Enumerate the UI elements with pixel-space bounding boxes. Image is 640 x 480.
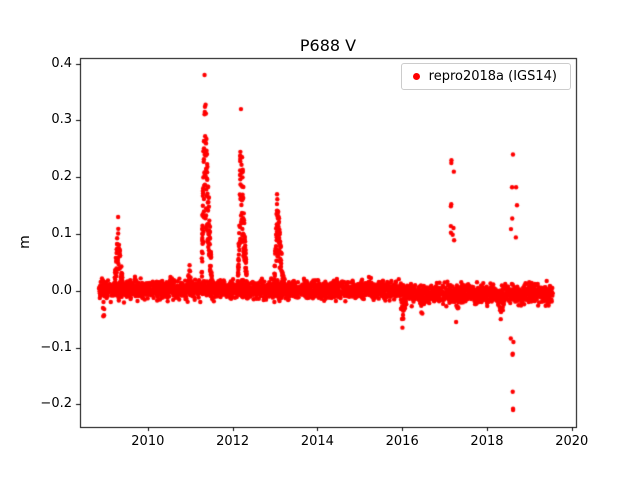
x-tick-label: 2018 bbox=[470, 434, 504, 449]
x-tick-label: 2012 bbox=[216, 434, 250, 449]
y-tick-label: 0.3 bbox=[51, 112, 72, 128]
x-tick-label: 2014 bbox=[300, 434, 334, 449]
legend-marker-dot-icon bbox=[412, 73, 420, 80]
x-tick-label: 2020 bbox=[555, 434, 589, 449]
y-tick-label: 0.0 bbox=[51, 282, 72, 298]
chart-title: P688 V bbox=[299, 36, 357, 55]
legend-label: repro2018a (IGS14) bbox=[428, 69, 557, 84]
y-tick-label: 0.2 bbox=[51, 169, 72, 185]
x-tick-label: 2010 bbox=[131, 434, 165, 449]
y-tick-label: −0.1 bbox=[40, 339, 72, 355]
y-tick-label: 0.1 bbox=[51, 225, 72, 241]
y-tick-label: 0.4 bbox=[51, 55, 72, 71]
legend: repro2018a (IGS14) bbox=[400, 63, 571, 90]
y-axis-label: m bbox=[17, 235, 33, 249]
y-tick-label: −0.2 bbox=[40, 396, 72, 412]
x-tick-label: 2016 bbox=[385, 434, 419, 449]
